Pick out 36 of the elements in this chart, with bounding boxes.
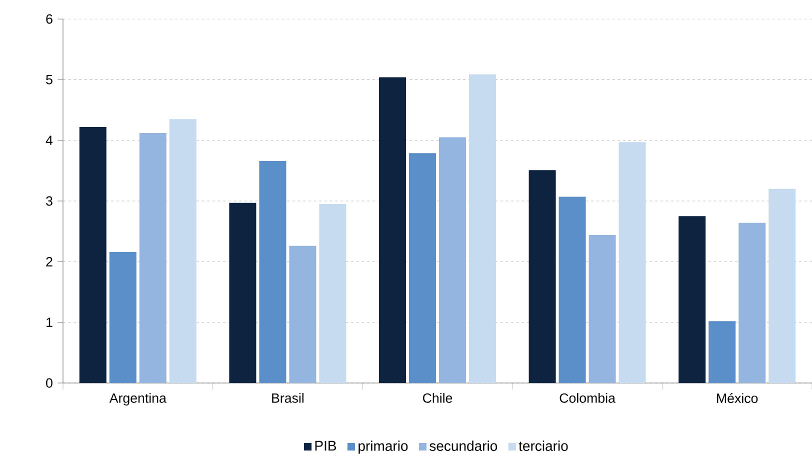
legend-label: terciario bbox=[518, 440, 568, 451]
bar bbox=[708, 321, 736, 383]
y-tick-label: 6 bbox=[46, 14, 52, 24]
y-tick-label: 5 bbox=[46, 75, 52, 84]
x-tick-label: México bbox=[717, 393, 758, 403]
bar bbox=[618, 142, 646, 383]
bar bbox=[139, 133, 166, 383]
bar bbox=[229, 202, 256, 383]
bar bbox=[469, 74, 496, 383]
bar bbox=[678, 216, 706, 383]
bar bbox=[289, 246, 316, 383]
y-tick-label: 4 bbox=[46, 136, 53, 145]
y-tick-label: 2 bbox=[46, 257, 52, 266]
y-tick-label: 1 bbox=[46, 318, 52, 327]
y-tick-label: 3 bbox=[46, 196, 52, 206]
bar bbox=[409, 153, 436, 383]
x-tick-label: Chile bbox=[422, 393, 452, 403]
legend-label: secundario bbox=[430, 440, 498, 451]
bar bbox=[528, 170, 556, 383]
bar bbox=[588, 234, 616, 383]
bar bbox=[109, 252, 136, 383]
x-tick-label: Brasil bbox=[272, 393, 304, 403]
x-tick-label: Argentina bbox=[109, 393, 166, 406]
bar bbox=[738, 222, 766, 383]
y-tick-label: 0 bbox=[46, 378, 52, 388]
bar bbox=[319, 204, 346, 383]
bar bbox=[768, 188, 796, 383]
bar bbox=[169, 119, 196, 383]
bar bbox=[259, 160, 286, 383]
legend-label: primario bbox=[358, 440, 408, 454]
bar bbox=[439, 137, 466, 383]
bar bbox=[558, 196, 586, 383]
bar bbox=[379, 77, 406, 383]
legend-label: PIB bbox=[315, 440, 336, 451]
x-tick-label: Colombia bbox=[560, 393, 616, 403]
bar bbox=[79, 126, 106, 383]
